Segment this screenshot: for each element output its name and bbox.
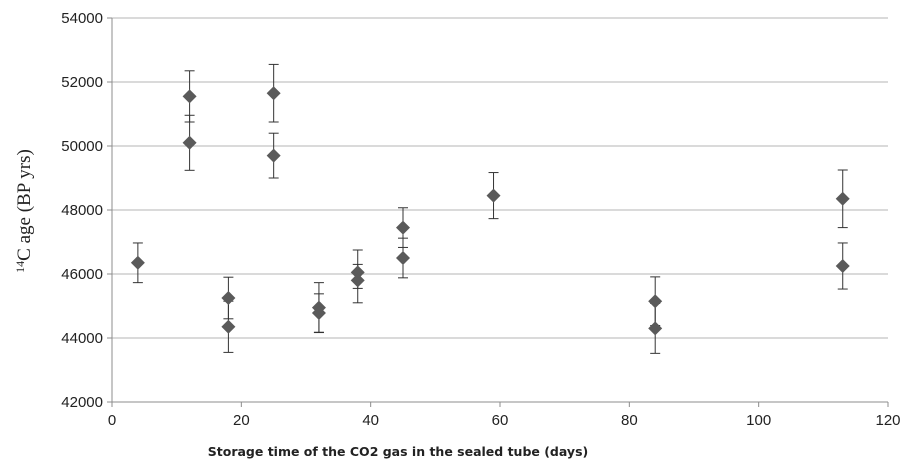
y-axis-title-superscript: 14 xyxy=(13,261,27,273)
x-tick-label: 120 xyxy=(875,412,900,429)
data-point xyxy=(835,259,850,273)
data-point xyxy=(130,255,145,270)
x-tick-label: 20 xyxy=(233,412,250,429)
data-point xyxy=(648,294,663,309)
x-tick-label: 60 xyxy=(492,412,509,429)
data-point xyxy=(311,306,326,321)
error-bars xyxy=(132,63,848,354)
data-point xyxy=(221,291,236,305)
y-axis-ticks: 42000 44000 46000 48000 50000 52000 54000 xyxy=(61,10,112,411)
data-point xyxy=(266,148,281,163)
x-axis-ticks: 0 20 40 60 80 100 120 xyxy=(108,402,901,429)
y-tick-label: 42000 xyxy=(61,394,103,411)
y-axis-title-text: C age (BP yrs) xyxy=(14,149,35,261)
x-tick-label: 100 xyxy=(746,412,771,429)
data-point xyxy=(266,86,281,101)
data-point xyxy=(396,220,410,235)
data-point xyxy=(350,273,365,288)
x-axis-title: Storage time of the CO2 gas in the seale… xyxy=(208,444,588,459)
x-tick-label: 0 xyxy=(108,412,116,429)
gridlines xyxy=(112,17,888,339)
data-point xyxy=(221,319,236,334)
data-point xyxy=(182,89,197,104)
y-tick-label: 52000 xyxy=(61,74,103,91)
y-tick-label: 48000 xyxy=(61,202,103,219)
data-markers xyxy=(130,86,850,336)
y-axis-title: 14C age (BP yrs) xyxy=(13,149,35,273)
data-point xyxy=(182,135,197,150)
x-tick-label: 80 xyxy=(621,412,638,429)
data-point xyxy=(396,251,410,265)
data-point xyxy=(486,188,501,203)
y-tick-label: 50000 xyxy=(61,138,103,155)
data-point xyxy=(835,191,850,206)
y-tick-label: 46000 xyxy=(61,266,103,283)
y-tick-label: 44000 xyxy=(61,330,103,347)
y-tick-label: 54000 xyxy=(61,10,103,27)
x-tick-label: 40 xyxy=(362,412,379,429)
data-point xyxy=(350,265,365,280)
data-point xyxy=(648,321,663,336)
